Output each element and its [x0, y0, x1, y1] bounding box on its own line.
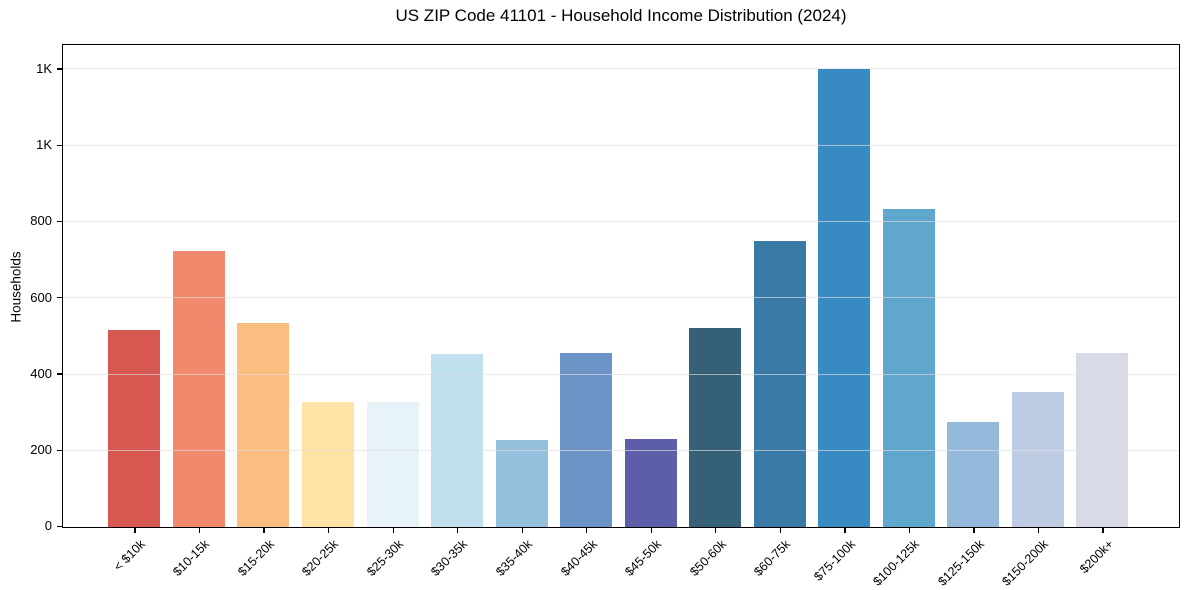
gridline-1200 [63, 68, 1179, 70]
y-tick-mark [57, 525, 62, 528]
x-tick-label: $50-60k [686, 537, 729, 579]
x-tick-mark [1037, 528, 1040, 533]
x-tick-mark [327, 528, 330, 533]
x-tick-mark [1102, 528, 1104, 533]
x-tick-label: $60-75k [751, 537, 794, 579]
bar-75-100k [818, 69, 871, 527]
x-tick-label: $75-100k [810, 537, 858, 584]
x-tick-mark [263, 528, 265, 533]
y-tick-label: 0 [44, 518, 52, 534]
x-tick-label: $150-200k [999, 537, 1052, 589]
bar-10k [108, 329, 161, 527]
gridline-1000 [63, 144, 1179, 146]
x-tick-mark [908, 528, 911, 533]
bar-25-30k [366, 402, 419, 527]
x-tick-mark [198, 528, 201, 533]
y-tick-label: 600 [30, 289, 52, 305]
x-tick-label: $35-40k [493, 537, 536, 579]
bar-60-75k [753, 241, 806, 527]
y-tick-mark [57, 68, 62, 70]
y-tick-label: 1K [36, 137, 52, 153]
x-tick-mark [521, 528, 523, 533]
plot-area [62, 44, 1180, 528]
y-tick-mark [57, 220, 62, 223]
bar-20-25k [301, 401, 354, 527]
x-tick-mark [586, 528, 588, 533]
gridline-600 [63, 297, 1179, 299]
x-tick-mark [844, 528, 846, 533]
x-tick-label: $10-15k [170, 537, 213, 579]
y-tick-label: 400 [30, 365, 52, 381]
bar-50-60k [689, 327, 742, 527]
x-tick-mark [650, 528, 652, 533]
bar-125-150k [947, 421, 1000, 527]
y-tick-mark [57, 373, 62, 375]
y-tick-mark [57, 144, 62, 146]
bar-150-200k [1011, 391, 1064, 527]
bar-200k [1076, 353, 1129, 527]
x-tick-label: $200k+ [1076, 537, 1116, 577]
x-tick-label: $25-30k [364, 537, 407, 579]
bar-15-20k [237, 322, 290, 527]
bar-30-35k [431, 353, 484, 527]
bar-45-50k [624, 439, 677, 527]
x-tick-mark [973, 528, 975, 533]
x-tick-mark [134, 528, 136, 533]
gridline-400 [63, 373, 1179, 375]
x-tick-label: $40-45k [557, 537, 600, 579]
x-tick-label: $100-125k [870, 537, 923, 589]
chart-title: US ZIP Code 41101 - Household Income Dis… [395, 6, 847, 25]
x-tick-mark [457, 528, 459, 533]
bar-10-15k [172, 251, 225, 527]
x-tick-label: $20-25k [299, 537, 342, 579]
x-tick-mark [392, 528, 394, 533]
x-tick-label: $30-35k [428, 537, 471, 579]
bar-100-125k [882, 209, 935, 527]
x-tick-label: $125-150k [935, 537, 987, 589]
x-tick-label: $45-50k [622, 537, 665, 579]
bar-35-40k [495, 440, 548, 527]
x-tick-mark [715, 528, 717, 533]
y-axis-label: Households [8, 251, 24, 323]
y-tick-mark [57, 449, 62, 451]
gridline-800 [63, 220, 1179, 222]
bar-40-45k [560, 353, 613, 527]
x-tick-mark [779, 528, 781, 533]
x-tick-label: < $10k [111, 537, 148, 574]
y-tick-label: 800 [30, 213, 52, 229]
y-tick-label: 200 [30, 442, 52, 458]
x-tick-label: $15-20k [235, 537, 277, 579]
y-tick-label: 1K [36, 60, 52, 76]
y-tick-mark [57, 297, 62, 299]
